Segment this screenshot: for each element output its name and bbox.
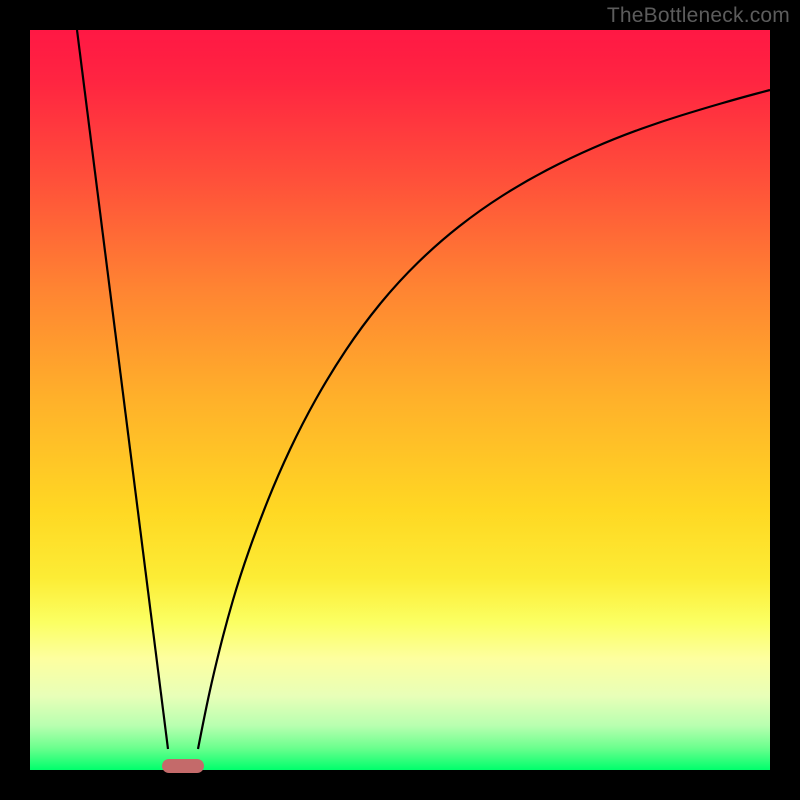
gradient-background	[30, 30, 770, 770]
bottleneck-chart	[0, 0, 800, 800]
watermark-text: TheBottleneck.com	[607, 4, 790, 28]
optimal-marker	[162, 759, 204, 773]
chart-container: { "watermark": { "text": "TheBottleneck.…	[0, 0, 800, 800]
